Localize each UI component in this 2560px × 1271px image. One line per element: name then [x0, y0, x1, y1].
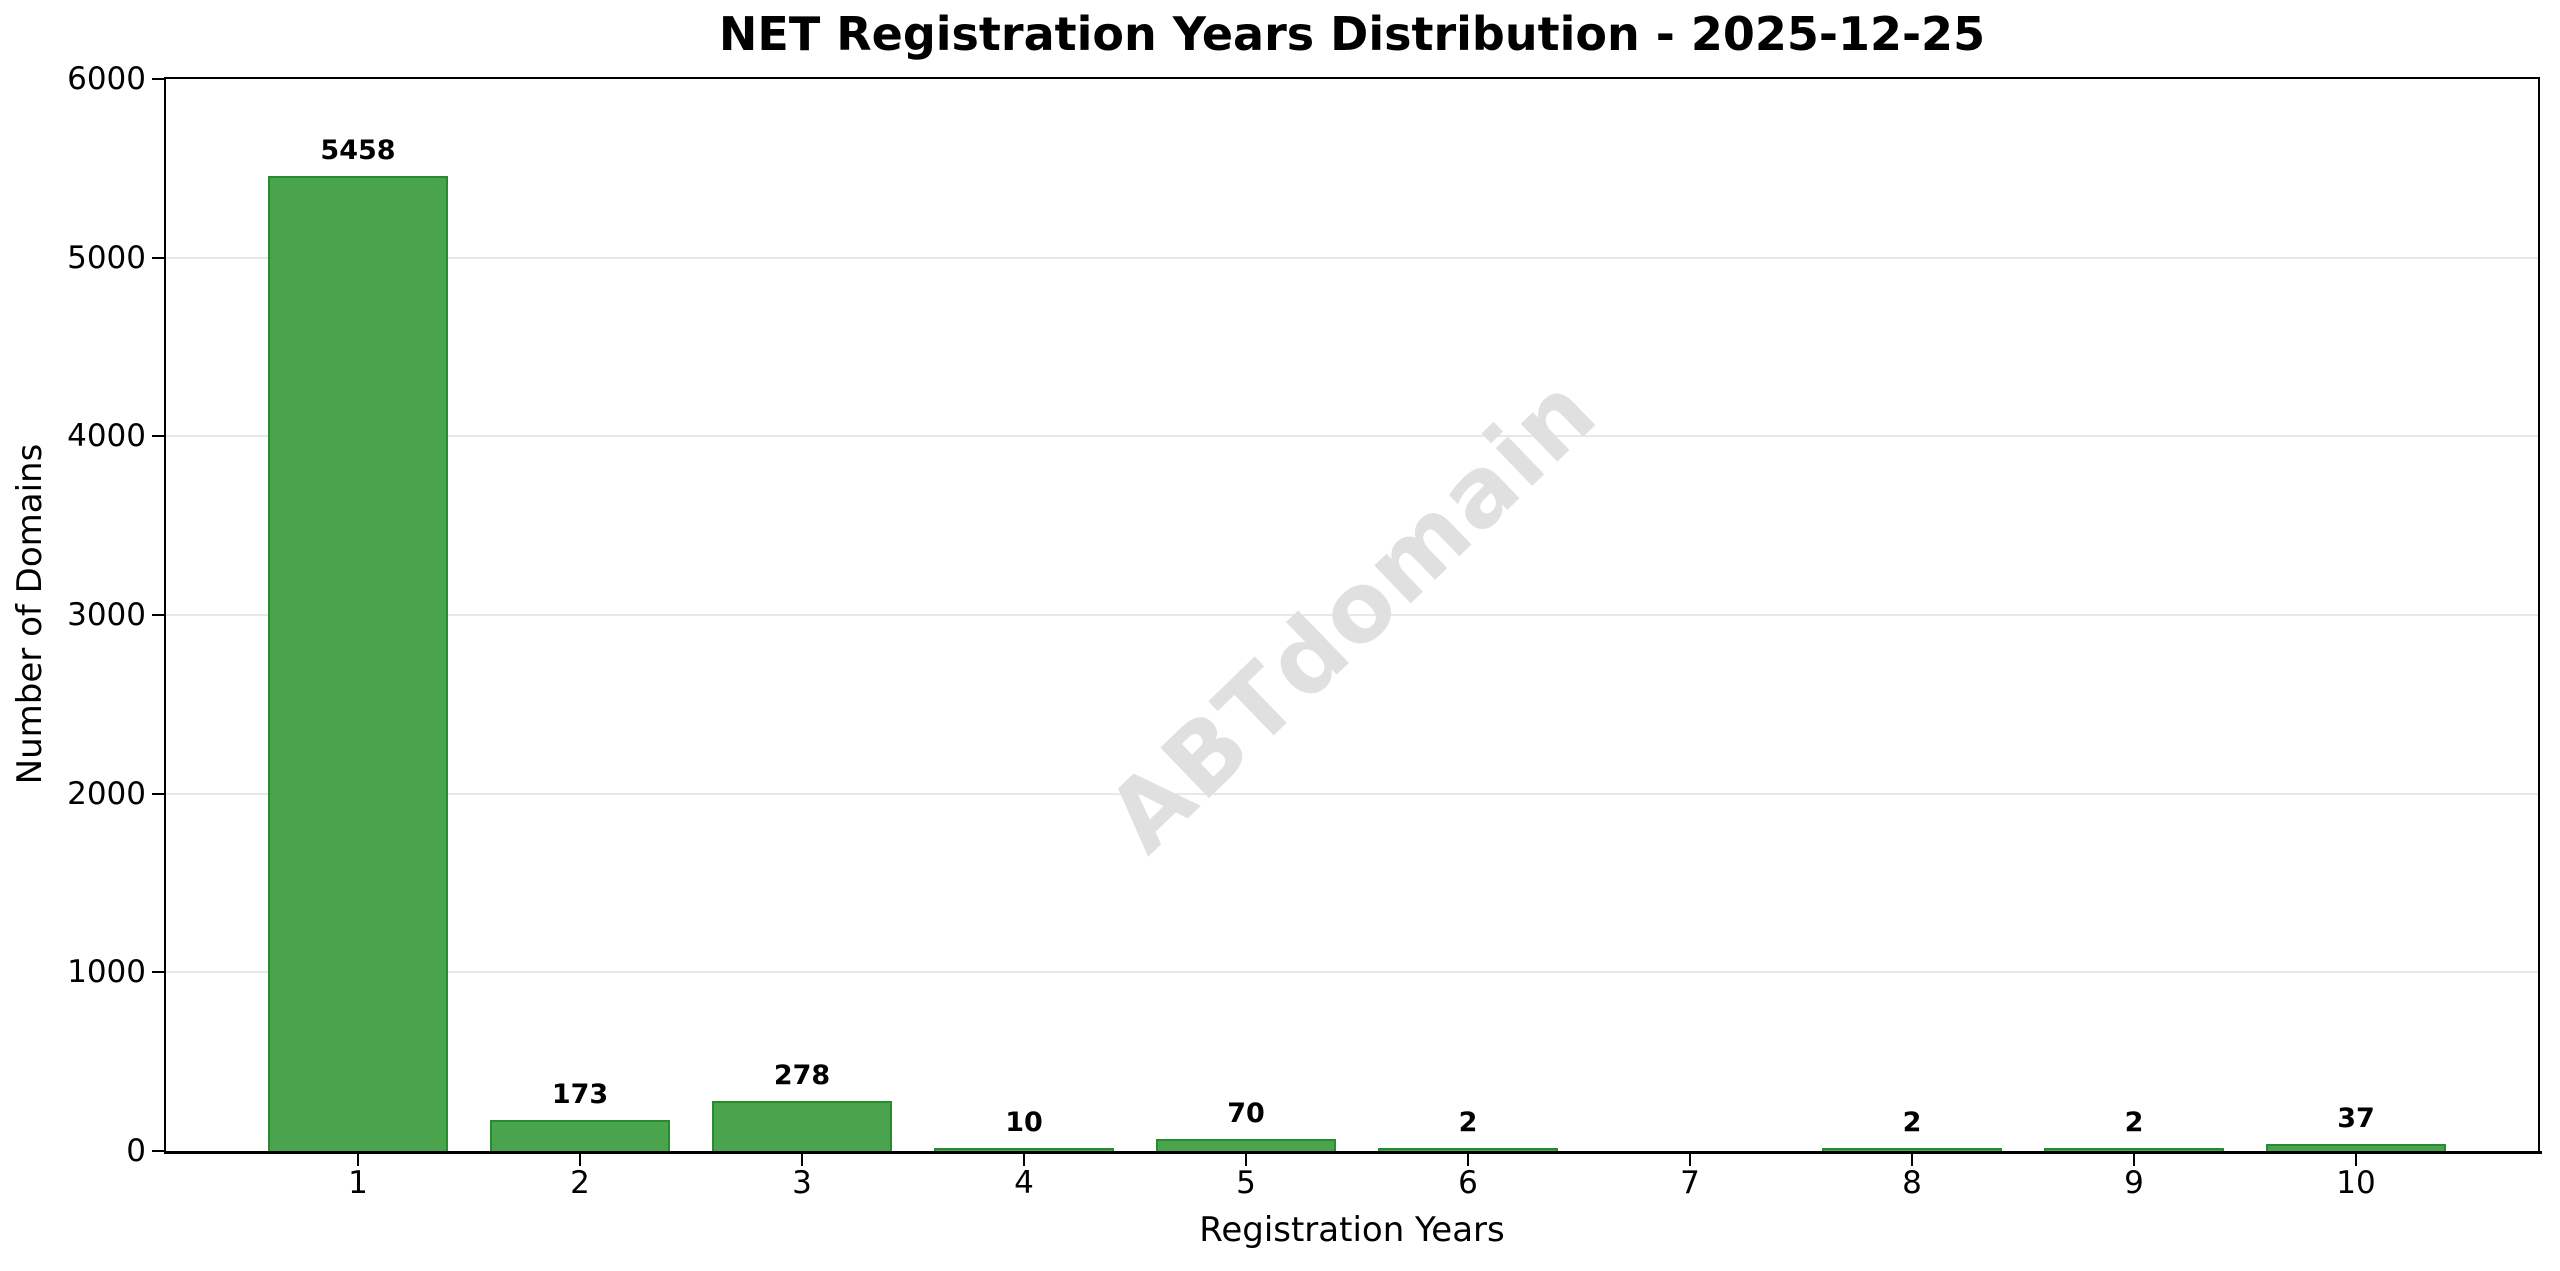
x-tick — [579, 1154, 581, 1166]
bar-value-label: 70 — [1227, 1097, 1265, 1129]
bar-value-label: 37 — [2337, 1103, 2375, 1135]
x-tick — [1911, 1154, 1913, 1166]
y-tick — [152, 256, 164, 259]
bar — [1822, 1148, 2002, 1151]
bar — [490, 1120, 670, 1151]
bar — [934, 1148, 1114, 1151]
x-tick-label: 10 — [2336, 1165, 2376, 1201]
x-tick — [1023, 1154, 1025, 1166]
bar — [268, 175, 448, 1151]
y-tick — [152, 971, 164, 974]
y-tick-label: 2000 — [67, 775, 146, 812]
grid-line — [166, 256, 2538, 259]
x-tick-label: 3 — [792, 1165, 812, 1201]
y-axis-title: Number of Domains — [10, 443, 50, 785]
x-tick — [357, 1154, 359, 1166]
axis-bottom-spine — [164, 1151, 2542, 1154]
grid-line — [166, 971, 2538, 974]
bar-value-label: 2 — [1458, 1107, 1478, 1138]
x-tick — [2355, 1154, 2357, 1166]
x-tick-label: 4 — [1014, 1165, 1034, 1201]
y-tick-label: 3000 — [67, 597, 146, 633]
bar-value-label: 2 — [2124, 1107, 2144, 1138]
bar — [1378, 1148, 1558, 1151]
y-tick-label: 6000 — [67, 61, 146, 97]
axis-left-spine — [164, 77, 166, 1154]
x-axis-title: Registration Years — [1199, 1210, 1505, 1250]
grid-line — [166, 792, 2538, 795]
y-tick — [152, 614, 164, 616]
x-tick — [801, 1154, 803, 1166]
x-tick — [1689, 1154, 1691, 1166]
y-tick — [152, 435, 164, 438]
bar — [1156, 1138, 1336, 1151]
chart-title: NET Registration Years Distribution - 20… — [718, 7, 1986, 61]
grid-line — [166, 435, 2538, 438]
grid-line — [166, 614, 2538, 616]
y-tick — [152, 78, 164, 80]
x-tick — [1245, 1154, 1247, 1166]
bar — [712, 1101, 892, 1151]
y-tick-label: 1000 — [67, 954, 146, 991]
bar — [2044, 1148, 2224, 1151]
x-tick-label: 7 — [1680, 1165, 1700, 1201]
bar-value-label: 5458 — [320, 134, 396, 166]
x-tick-label: 9 — [2124, 1165, 2144, 1201]
x-tick-label: 8 — [1902, 1165, 1922, 1201]
x-tick-label: 1 — [348, 1165, 368, 1201]
x-tick-label: 6 — [1458, 1165, 1478, 1201]
bar-value-label: 173 — [551, 1079, 609, 1111]
plot-area: ABTdomain 5458 173 278 10 70 2 2 2 37 — [166, 79, 2538, 1151]
y-tick — [152, 792, 164, 795]
bar-value-label: 278 — [773, 1060, 831, 1092]
bar-value-label: 10 — [1005, 1107, 1043, 1138]
x-tick — [1467, 1154, 1469, 1166]
y-tick-label: 0 — [126, 1133, 146, 1169]
axis-right-spine — [2538, 77, 2540, 1154]
x-tick-label: 5 — [1236, 1165, 1256, 1201]
x-tick-label: 2 — [570, 1165, 590, 1201]
y-tick-label: 4000 — [67, 418, 146, 455]
bar-value-label: 2 — [1902, 1107, 1922, 1138]
bar — [2266, 1144, 2446, 1151]
y-tick-label: 5000 — [67, 239, 146, 276]
axis-top-spine — [164, 77, 2540, 79]
y-tick — [152, 1150, 164, 1152]
x-tick — [2133, 1154, 2135, 1166]
